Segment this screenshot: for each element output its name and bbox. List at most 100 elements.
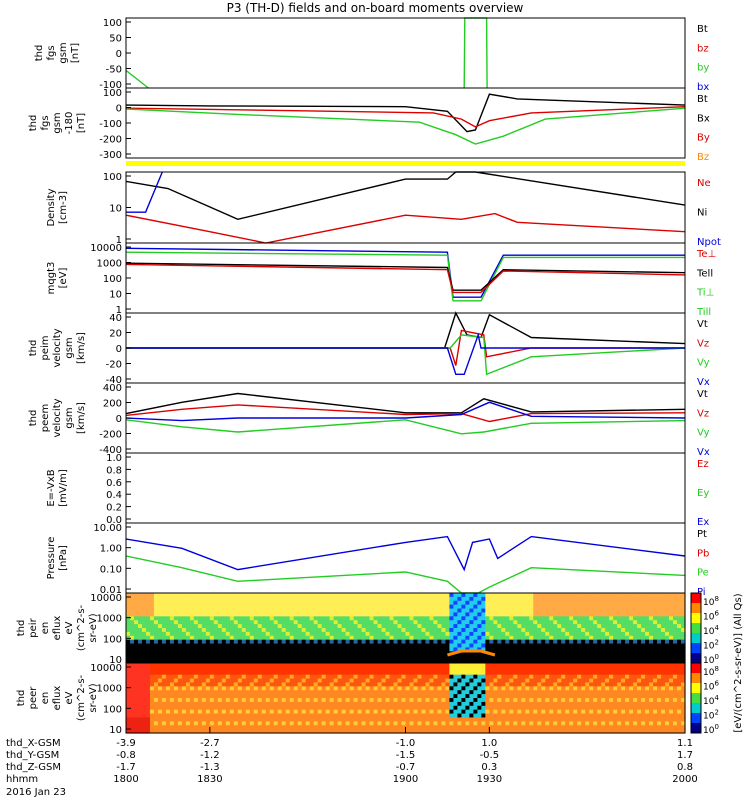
spectrogram-cell — [501, 670, 506, 676]
spectrogram-cell — [417, 631, 423, 637]
spectrogram-cell — [473, 694, 478, 699]
spectrogram-cell — [325, 666, 331, 672]
spectrogram-cell — [285, 709, 291, 715]
spectrogram-cell — [377, 663, 383, 668]
spectrogram-cell — [597, 682, 602, 687]
spectrogram-cell — [537, 705, 542, 711]
spectrogram-cell — [545, 659, 550, 664]
spectrogram-cell — [533, 725, 538, 730]
spectrogram-cell — [126, 643, 131, 649]
spectrogram-cell — [477, 674, 482, 680]
spectrogram-cell — [653, 616, 658, 621]
colorbar-segment — [691, 653, 701, 664]
spectrogram-cell — [437, 721, 443, 726]
spectrogram-cell — [257, 647, 263, 652]
spectrogram-cell — [429, 717, 435, 722]
spectrogram-cell — [341, 694, 347, 699]
spectrogram-cell — [269, 666, 275, 672]
spectrogram-cell — [209, 686, 215, 691]
spectrogram-cell — [225, 635, 231, 641]
spectrogram-cell — [221, 593, 227, 598]
spectrogram-cell — [189, 620, 195, 625]
spectrogram-cell — [429, 612, 435, 617]
spectrogram-cell — [141, 721, 147, 726]
spectrogram-cell — [621, 701, 626, 707]
spectrogram-cell — [597, 628, 602, 633]
spectrogram-cell — [257, 663, 263, 668]
spectrogram-cell — [285, 690, 291, 695]
spectrogram-cell — [225, 631, 231, 637]
spectrogram-cell — [129, 593, 135, 598]
spectrogram-cell — [129, 670, 135, 676]
spectrogram-cell — [241, 596, 247, 602]
spectrogram-cell — [329, 721, 335, 726]
spectrogram-cell — [345, 678, 351, 684]
spectrogram-cell — [369, 690, 375, 695]
spectrogram-cell — [461, 600, 466, 606]
spectrogram-cell — [145, 717, 151, 722]
spectrogram-cell — [201, 628, 207, 633]
spectrogram-cell — [541, 674, 546, 680]
spectrogram-cell — [349, 709, 355, 715]
spectrogram-cell — [401, 682, 407, 687]
spectrogram-cell — [297, 631, 303, 637]
spectrogram-cell — [417, 596, 423, 602]
spectrogram-cell — [313, 647, 319, 652]
spectrogram-cell — [126, 713, 131, 719]
spectrogram-cell — [429, 701, 435, 707]
spectrogram-cell — [273, 608, 279, 614]
spectrogram-cell — [269, 600, 275, 606]
spectrogram-cell — [549, 670, 554, 676]
spectrogram-cell — [317, 663, 323, 668]
spectrogram-cell — [241, 709, 247, 715]
spectrogram-cell — [309, 608, 315, 614]
spectrogram-cell — [169, 694, 175, 699]
spectrogram-cell — [469, 620, 474, 625]
spectrogram-cell — [277, 643, 283, 649]
spectrogram-cell — [489, 694, 494, 699]
spectrogram-cell — [133, 628, 139, 633]
spectrogram-cell — [365, 678, 371, 684]
spectrogram-cell — [569, 713, 574, 719]
spectrogram-cell — [417, 705, 423, 711]
spectrogram-cell — [517, 721, 522, 726]
spectrogram-cell — [313, 686, 319, 691]
spectrogram-cell — [285, 612, 291, 617]
spectrogram-cell — [221, 674, 227, 680]
y-axis-label: E=-VxB — [46, 469, 57, 506]
spectrogram-cell — [573, 647, 578, 652]
spectrogram-cell — [269, 701, 275, 707]
y-tick-label: 0.10 — [100, 564, 122, 575]
spectrogram-cell — [677, 635, 682, 641]
spectrogram-cell — [153, 643, 159, 649]
spectrogram-cell — [369, 674, 375, 680]
spectrogram-cell — [365, 705, 371, 711]
spectrogram-cell — [493, 686, 498, 691]
spectrogram-cell — [209, 717, 215, 722]
spectrogram-cell — [293, 721, 299, 726]
spectrogram-cell — [493, 624, 498, 629]
spectrogram-cell — [433, 666, 439, 672]
spectrogram-cell — [465, 721, 470, 726]
spectrogram-cell — [441, 698, 447, 703]
spectrogram-cell — [401, 612, 407, 617]
spectrogram-cell — [229, 670, 235, 676]
spectrogram-cell — [477, 721, 482, 726]
spectrogram-cell — [501, 701, 506, 707]
spectrogram-cell — [265, 670, 271, 676]
spectrogram-cell — [421, 612, 427, 617]
spectrogram-cell — [149, 666, 155, 672]
spectrogram-cell — [541, 678, 546, 684]
spectrogram-cell — [417, 694, 423, 699]
spectrogram-cell — [577, 651, 582, 656]
spectrogram-cell — [433, 643, 439, 649]
spectrogram-cell — [153, 624, 159, 629]
spectrogram-cell — [481, 729, 486, 734]
spectrogram-cell — [485, 666, 490, 672]
spectrogram-cell — [389, 643, 395, 649]
spectrogram-cell — [365, 624, 371, 629]
spectrogram-cell — [493, 620, 498, 625]
spectrogram-cell — [361, 608, 367, 614]
spectrogram-cell — [209, 729, 215, 734]
spectrogram-cell — [157, 593, 163, 598]
